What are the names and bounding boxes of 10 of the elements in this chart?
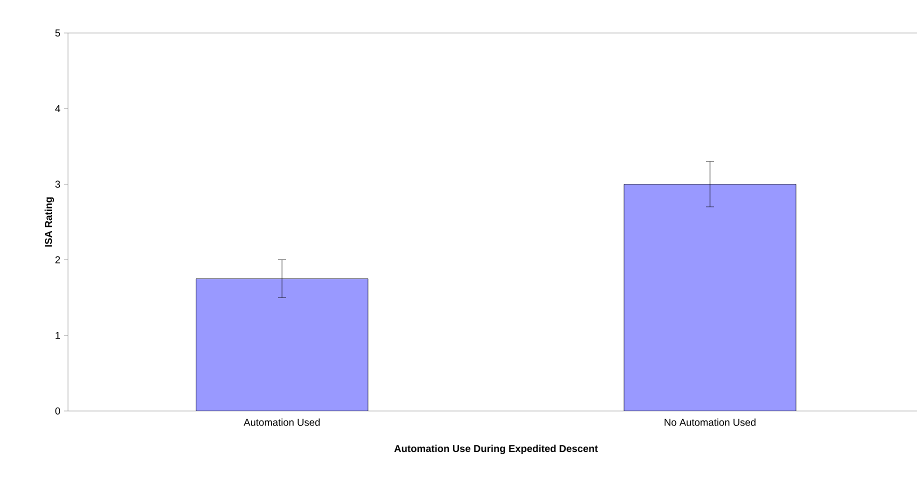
y-tick-label: 1 [56, 332, 60, 339]
y-tick-label: 5 [55, 30, 60, 36]
x-tick-label: Automation Used [244, 418, 320, 426]
y-tick-label: 4 [55, 105, 60, 112]
y-axis-title: ISA Rating [44, 197, 54, 247]
x-tick-label: No Automation Used [664, 418, 756, 426]
y-tick-label: 3 [55, 180, 60, 188]
x-axis-title: Automation Use During Expedited Descent [394, 444, 598, 454]
y-tick-label: 0 [55, 407, 60, 415]
y-tick-label: 2 [55, 256, 60, 264]
